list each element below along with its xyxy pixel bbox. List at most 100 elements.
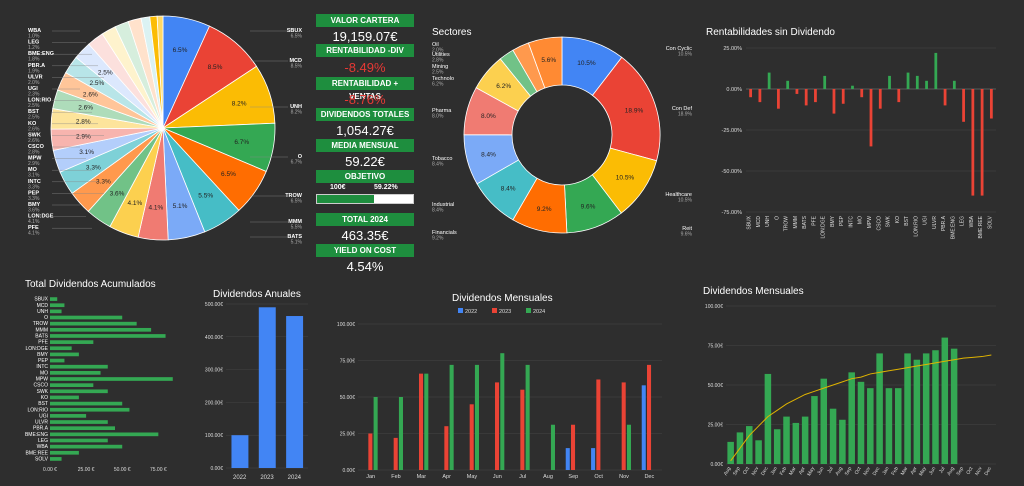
legend-pct: 18.9% — [678, 112, 693, 118]
slice-data-label: 9.6% — [581, 203, 596, 210]
x-tick-label: Apr — [442, 474, 451, 480]
y-tick-label: 0.00€ — [210, 466, 223, 472]
slice-data-label: 10.5% — [616, 174, 635, 181]
bar — [941, 337, 949, 464]
legend-pct: 9.2% — [432, 236, 444, 242]
bar — [971, 89, 975, 196]
x-tick-label: LON:DGE — [821, 215, 827, 238]
legend-pct: 8.2% — [291, 110, 303, 116]
slice-data-label: 3.1% — [79, 149, 94, 156]
bar — [904, 353, 911, 464]
slice-data-label: 6.2% — [496, 83, 511, 90]
x-tick-label: SBUX — [747, 215, 753, 229]
x-tick-label: May — [467, 474, 478, 480]
y-tick-label: UGI — [39, 413, 48, 419]
legend-name: MPW — [28, 156, 42, 162]
x-tick-label: Jul — [826, 466, 834, 475]
slice-data-label: 6.5% — [173, 47, 188, 54]
bar — [50, 401, 123, 406]
bar — [786, 80, 790, 89]
x-tick-label: Feb — [779, 466, 789, 477]
slice-data-label: 3.3% — [86, 164, 101, 171]
y-tick-label: 25.00€ — [708, 423, 724, 429]
legend-pct: 6.5% — [291, 34, 303, 40]
legend-pct: 2.0% — [432, 48, 444, 54]
y-tick-label: 0.00% — [726, 87, 742, 93]
y-tick-label: ULVR — [35, 420, 48, 426]
legend-pct: 10.5% — [678, 52, 693, 58]
x-tick-label: UNH — [765, 216, 771, 227]
acumulados-chart: SBUXMCDUNHOTROWMMMBATSPFELON:DGEBMYPEPIN… — [25, 297, 173, 473]
y-tick-label: 50.00€ — [340, 395, 356, 401]
x-tick-label: 0.00 € — [43, 467, 57, 473]
legend-name: UNH — [290, 104, 302, 110]
legend-name: INTC — [28, 179, 41, 185]
y-tick-label: PFE — [38, 340, 48, 346]
bar — [755, 440, 762, 464]
bar — [897, 89, 901, 103]
x-tick-label: LEG — [960, 216, 966, 226]
legend-pct: 9.6% — [681, 232, 693, 238]
legend-pct: 8.0% — [432, 114, 444, 120]
bar — [932, 350, 939, 464]
legend-name: PBR.A — [28, 63, 45, 69]
legend-pct: 2.5% — [28, 115, 40, 121]
x-tick-label: KO — [895, 216, 901, 223]
x-tick-label: MMM — [793, 216, 799, 229]
x-tick-label: Dec — [983, 466, 993, 477]
legend-pct: 6.5% — [291, 199, 303, 205]
legend-pct: 8.4% — [432, 208, 444, 214]
bar — [500, 353, 505, 470]
slice-data-label: 3.6% — [110, 190, 125, 197]
y-tick-label: INTC — [36, 364, 48, 370]
x-tick-label: Aug — [723, 466, 733, 477]
acumulados-title: Total Dividendos Acumulados — [25, 279, 156, 290]
bar — [50, 438, 108, 443]
slice-data-label: 8.0% — [481, 113, 496, 120]
rent-ventas-value: -8.76% — [344, 92, 386, 107]
bar — [913, 359, 921, 464]
legend-pct: 2.5% — [432, 70, 444, 76]
bar — [50, 414, 87, 418]
bar — [50, 450, 79, 455]
bar — [925, 80, 928, 89]
x-tick-label: Jun — [928, 466, 937, 476]
x-tick-label: Oct — [965, 465, 974, 475]
x-tick-label: Oct — [854, 465, 863, 475]
bar — [50, 334, 166, 338]
slice-data-label: 5.6% — [541, 57, 556, 64]
bar — [596, 379, 601, 470]
bar — [474, 364, 479, 470]
x-tick-label: Feb — [890, 466, 900, 477]
bar — [851, 85, 854, 89]
div-totales-value: 1,054.27€ — [336, 123, 394, 138]
bar — [647, 364, 652, 470]
portfolio-pie-chart: 6.5%8.5%8.2%6.7%6.5%5.5%5.1%4.1%4.1%3.6%… — [28, 15, 303, 246]
bar — [795, 89, 799, 94]
legend-pct: 3.3% — [28, 184, 40, 190]
legend-pct: 1.2% — [28, 45, 40, 51]
x-tick-label: BME:ENG — [950, 216, 956, 239]
bar — [950, 348, 958, 464]
x-tick-label: Apr — [798, 466, 807, 476]
x-tick-label: Jun — [816, 466, 825, 476]
legend-name: TROW — [285, 193, 303, 199]
bar — [50, 389, 108, 394]
y-tick-label: 100.00€ — [337, 322, 355, 328]
slice-data-label: 8.4% — [481, 151, 496, 158]
mensuales-title: Dividendos Mensuales — [452, 293, 553, 304]
bar — [922, 353, 930, 464]
x-tick-label: Oct — [742, 465, 751, 475]
bar — [767, 72, 771, 89]
y-tick-label: 500.00€ — [205, 302, 223, 308]
legend-name: WBA — [28, 28, 41, 34]
y-tick-label: MMM — [36, 327, 49, 333]
x-tick-label: 2023 — [260, 475, 274, 481]
sectors-donut-chart: 10.5% 18.9% 10.5% 9.6% 9.2% 8.4% 8.4% 8.0% 6.2% 5… — [432, 36, 693, 242]
slice-data-label: 2.6% — [83, 92, 98, 99]
media-mensual-value: 59.22€ — [345, 154, 385, 169]
legend-pct: 5.5% — [291, 225, 303, 231]
bar — [50, 432, 159, 437]
y-tick-label: 200.00€ — [205, 400, 223, 406]
bar — [906, 72, 910, 89]
